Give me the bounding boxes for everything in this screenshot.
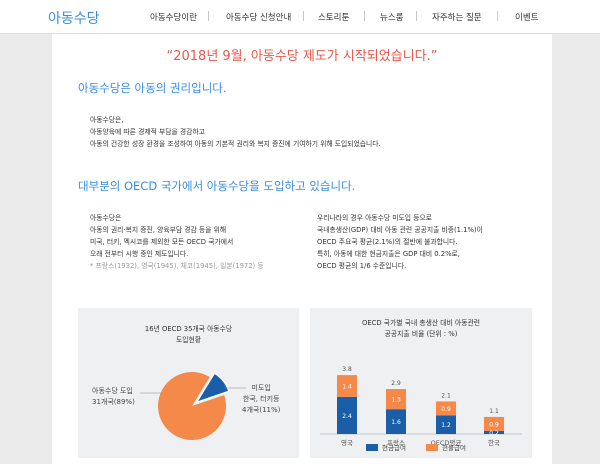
pie-slice-not-adopted — [195, 372, 230, 404]
nav-item-storytoon[interactable]: 스토리툰 — [318, 13, 350, 23]
bar-value-label: 1.2 — [441, 422, 451, 429]
oecd-right-text: 우리나라의 경우 아동수당 미도입 등으로 국내총생산(GDP) 대비 아동 관… — [317, 212, 483, 272]
bar-chart-card: OECD 국가별 국내 총생산 대비 아동관련 공공지출 비율 (단위 : %)… — [310, 308, 532, 458]
bar-chart-title-line: OECD 국가별 국내 총생산 대비 아동관련 — [362, 319, 480, 327]
nav-item-newsroom[interactable]: 뉴스룸 — [380, 13, 404, 23]
text-line: 아동수당은 — [90, 214, 122, 222]
bar-value-label: 0.9 — [441, 406, 451, 413]
text-line: OECD 주요국 평균(2.1%)의 절반에 불과합니다. — [317, 238, 458, 246]
pie-chart — [140, 372, 246, 440]
bar-total-label: 1.1 — [489, 408, 499, 415]
pie-label-line: 31개국(89%) — [92, 398, 135, 406]
nav-item-event[interactable]: 이벤트 — [515, 13, 539, 23]
nav-divider — [303, 11, 304, 21]
bar-chart-title-line: 공공지출 비율 (단위 : %) — [384, 330, 458, 338]
text-line: 아동의 건강한 성장 환경을 조성하여 아동의 기본적 권리와 복지 증진에 기… — [90, 140, 381, 148]
x-tick-label: 프랑스 — [387, 439, 405, 447]
text-line: 아동수당은, — [90, 116, 124, 124]
pie-chart-title: 16년 OECD 35개국 아동수당 도입현황 — [78, 324, 299, 346]
pie-label-line: 4개국(11%) — [242, 406, 281, 414]
bar-in-kind — [436, 401, 456, 416]
pie-slice-adopted — [158, 372, 226, 440]
text-line: OECD 평균의 1/6 수준입니다. — [317, 262, 407, 270]
legend-swatch — [366, 444, 378, 451]
section-title-right: 아동수당은 아동의 권리입니다. — [78, 81, 227, 95]
nav-divider — [416, 11, 417, 21]
bar-cash — [386, 409, 406, 434]
bar-total-label: 2.9 — [391, 380, 401, 387]
nav-item-apply[interactable]: 아동수당 신청안내 — [226, 13, 292, 23]
x-tick-label: OECD평균 — [431, 438, 462, 447]
section-intro-text: 아동수당은, 아동양육에 따른 경제적 부담을 경감하고 아동의 건강한 성장 … — [90, 114, 381, 150]
text-line: 아동의 권리·복지 증진, 양육부담 경감 등을 위해 — [90, 226, 227, 234]
bar-in-kind — [337, 375, 357, 397]
pie-label-not-adopted: 미도입 한국, 터키등 4개국(11%) — [242, 383, 280, 416]
bar-value-label: 1.6 — [391, 419, 401, 426]
site-header: 아동수당 아동수당이란 아동수당 신청안내 스토리툰 뉴스룸 자주하는 질문 이… — [0, 0, 600, 34]
legend-label: 현금급여 — [382, 443, 406, 452]
bar-value-label: 1.4 — [342, 383, 352, 390]
text-line: 특히, 아동에 대한 현금지출은 GDP 대비 0.2%로, — [317, 250, 460, 258]
pie-chart-card: 16년 OECD 35개국 아동수당 도입현황 아동수당 도입 31개국(89%… — [78, 308, 299, 458]
legend-label: 현물급여 — [442, 443, 466, 452]
text-line: 우리나라의 경우 아동수당 미도입 등으로 — [317, 214, 432, 222]
pie-label-adopted: 아동수당 도입 31개국(89%) — [92, 386, 135, 408]
site-logo[interactable]: 아동수당 — [48, 11, 100, 27]
nav-item-about[interactable]: 아동수당이란 — [150, 13, 197, 23]
nav-item-faq[interactable]: 자주하는 질문 — [432, 13, 482, 23]
nav-divider — [497, 11, 498, 21]
x-tick-label: 영국 — [341, 438, 353, 447]
bar-cash — [484, 430, 504, 434]
text-line: 국내총생산(GDP) 대비 아동 관련 공공지출 비중(1.1%)이 — [317, 226, 483, 234]
pie-label-line: 미도입 — [251, 384, 271, 392]
bar-value-label: 1.3 — [391, 397, 401, 404]
bar-in-kind — [484, 416, 504, 431]
page-headline: “2018년 9월, 아동수당 제도가 시작되었습니다.” — [166, 49, 438, 64]
text-line: 미국, 터키, 멕시코를 제외한 모든 OECD 국가에서 — [90, 238, 234, 246]
pie-label-line: 한국, 터키등 — [242, 395, 280, 403]
bar-value-label: 0.9 — [489, 421, 499, 428]
text-line: 오래 전부터 시행 중인 제도입니다. — [90, 250, 189, 258]
pie-chart-title-line: 16년 OECD 35개국 아동수당 — [144, 325, 233, 333]
nav-divider — [364, 11, 365, 21]
oecd-left-text: 아동수당은 아동의 권리·복지 증진, 양육부담 경감 등을 위해 미국, 터키… — [90, 212, 264, 272]
bar-value-label: 2.4 — [342, 413, 352, 420]
pie-label-line: 아동수당 도입 — [92, 387, 133, 395]
x-tick-label: 한국 — [488, 439, 500, 447]
pie-chart-title-line: 도입현황 — [175, 336, 201, 344]
nav-divider — [208, 11, 209, 21]
bar-chart-title: OECD 국가별 국내 총생산 대비 아동관련 공공지출 비율 (단위 : %) — [310, 318, 532, 340]
bar-in-kind — [386, 389, 406, 410]
bar-total-label: 2.1 — [441, 392, 451, 399]
bar-cash — [436, 415, 456, 434]
bar-chart: 2.4 1.4 3.8 영국 1.6 1.3 2.9 프랑스 1.2 0.9 2.1 OECD평균 0.… — [320, 366, 522, 452]
bar-cash — [337, 396, 357, 434]
section-title-oecd: 대부분의 OECD 국가에서 아동수당을 도입하고 있습니다. — [78, 179, 356, 193]
main-content: “2018년 9월, 아동수당 제도가 시작되었습니다.” 아동수당은 아동의 … — [52, 34, 552, 464]
text-line: 아동양육에 따른 경제적 부담을 경감하고 — [90, 128, 205, 136]
bar-value-label: 0.2 — [489, 430, 499, 437]
legend-swatch — [426, 444, 438, 451]
bar-total-label: 3.8 — [342, 366, 352, 373]
footnote: * 프랑스(1932), 영국(1945), 체코(1945), 일본(1972… — [90, 262, 264, 270]
